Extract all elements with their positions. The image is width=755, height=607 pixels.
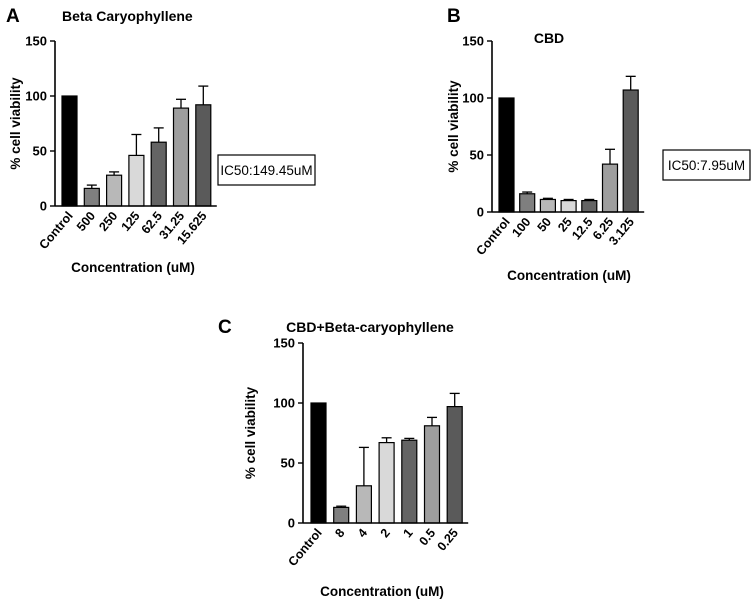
y-tick-label: 50 — [281, 456, 295, 471]
bar — [519, 193, 536, 213]
panel-letter: C — [218, 317, 232, 338]
bar — [622, 89, 639, 213]
bar — [61, 95, 78, 207]
y-tick-label: 0 — [40, 199, 47, 214]
y-axis-title: % cell viability — [8, 77, 23, 170]
x-axis-title: Concentration (uM) — [320, 584, 444, 599]
chart-title: CBD+Beta-caryophyllene — [286, 319, 454, 335]
x-tick-label: 250 — [96, 209, 120, 234]
bar — [378, 442, 395, 524]
bar — [601, 163, 619, 213]
y-tick-label: 150 — [25, 34, 47, 49]
bar — [128, 154, 145, 207]
y-tick-label: 150 — [273, 336, 295, 351]
y-tick-label: 0 — [477, 205, 484, 220]
x-axis-title: Concentration (uM) — [71, 260, 195, 275]
ic50-box — [217, 154, 316, 186]
x-tick-label: Control — [474, 215, 513, 258]
chart-title: Beta Caryophyllene — [62, 8, 193, 24]
bar — [581, 200, 598, 213]
y-tick-label: 50 — [33, 144, 47, 159]
x-tick-label: 25 — [555, 215, 575, 235]
bar — [539, 198, 557, 213]
x-tick-label: 100 — [509, 215, 533, 240]
bar — [498, 97, 515, 213]
x-tick-label: 125 — [119, 209, 143, 234]
bar — [172, 107, 190, 207]
x-tick-label: 8 — [332, 526, 347, 540]
x-tick-label: 1 — [400, 526, 415, 540]
x-axis-title: Concentration (uM) — [507, 268, 631, 283]
bar — [83, 187, 100, 207]
x-tick-label: Control — [37, 209, 76, 252]
bar — [333, 506, 350, 524]
bar — [105, 174, 123, 207]
x-tick-label: 2 — [378, 526, 393, 540]
chart-title: CBD — [534, 30, 564, 46]
y-tick-label: 100 — [462, 91, 484, 106]
y-tick-label: 150 — [462, 34, 484, 49]
x-tick-label: 0.25 — [435, 526, 461, 554]
bar — [150, 141, 167, 207]
chart-panel-a: A Beta Caryophyllene 0 50 100 150 Control50025… — [6, 6, 316, 275]
y-tick-label: 100 — [25, 89, 47, 104]
bar — [423, 425, 441, 524]
ic50-label: IC50:7.95uM — [668, 158, 745, 173]
y-tick-label: 50 — [470, 148, 484, 163]
bar — [560, 200, 577, 213]
y-tick-label: 100 — [273, 396, 295, 411]
panel-letter: B — [447, 6, 461, 27]
x-tick-label: Control — [286, 526, 325, 569]
ic50-label: IC50:149.45uM — [220, 163, 312, 178]
x-tick-label: 50 — [535, 215, 555, 235]
chart-panel-c: C CBD+Beta-caryophyllene 0 50 100 150 Control 8… — [218, 317, 469, 599]
y-tick-label: 0 — [288, 516, 295, 531]
y-axis-title: % cell viability — [243, 386, 258, 479]
bar — [195, 104, 212, 207]
x-tick-label: 12.5 — [569, 215, 595, 243]
bar — [401, 439, 418, 524]
bar — [355, 485, 372, 524]
panel-letter: A — [6, 6, 20, 27]
y-axis-title: % cell viability — [446, 80, 461, 173]
x-tick-label: 4 — [355, 526, 370, 540]
ic50-box — [662, 149, 751, 181]
bar — [310, 402, 327, 524]
x-tick-label: 500 — [74, 209, 98, 234]
bar — [446, 406, 463, 524]
